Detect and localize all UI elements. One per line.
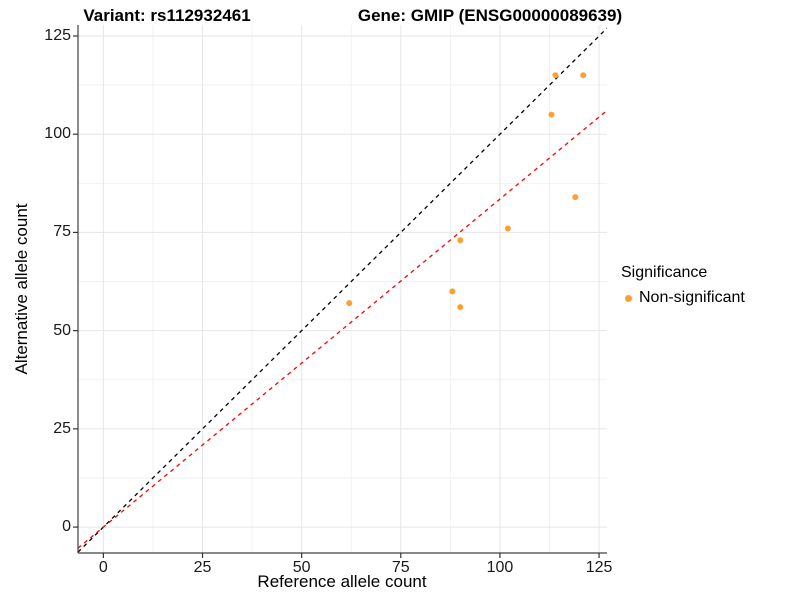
data-point [504, 225, 511, 232]
y-tick-label: 125 [44, 27, 71, 44]
x-axis-title: Reference allele count [257, 572, 427, 591]
data-point [548, 111, 555, 118]
legend-item-label: Non-significant [639, 289, 745, 306]
plot-title-variant: Variant: rs112932461 [83, 6, 251, 25]
data-point [572, 194, 579, 201]
ratio-line [78, 109, 607, 549]
y-tick-label: 25 [53, 419, 71, 437]
data-point [552, 72, 559, 79]
x-tick-label: 0 [98, 559, 108, 576]
data-point [457, 237, 464, 244]
data-point [346, 300, 353, 307]
y-tick-label: 0 [62, 518, 71, 536]
y-tick-label: 100 [44, 125, 71, 143]
x-tick-label: 100 [486, 559, 514, 576]
x-tick-label: 125 [585, 559, 613, 576]
identity-line [78, 27, 607, 553]
y-tick-label: 75 [53, 223, 71, 241]
plot-title-gene: Gene: GMIP (ENSG00000089639) [357, 6, 623, 25]
legend: Significance Non-significant [621, 264, 745, 307]
data-point [457, 304, 464, 311]
x-tick-label: 75 [391, 559, 410, 576]
y-tick-label: 50 [53, 321, 71, 339]
data-point [449, 288, 456, 295]
legend-item-non-significant: Non-significant [621, 289, 745, 307]
legend-point-icon [625, 294, 632, 302]
x-tick-label: 25 [193, 559, 212, 576]
legend-title: Significance [621, 264, 708, 281]
data-point [580, 72, 587, 79]
x-tick-label: 50 [292, 559, 311, 576]
